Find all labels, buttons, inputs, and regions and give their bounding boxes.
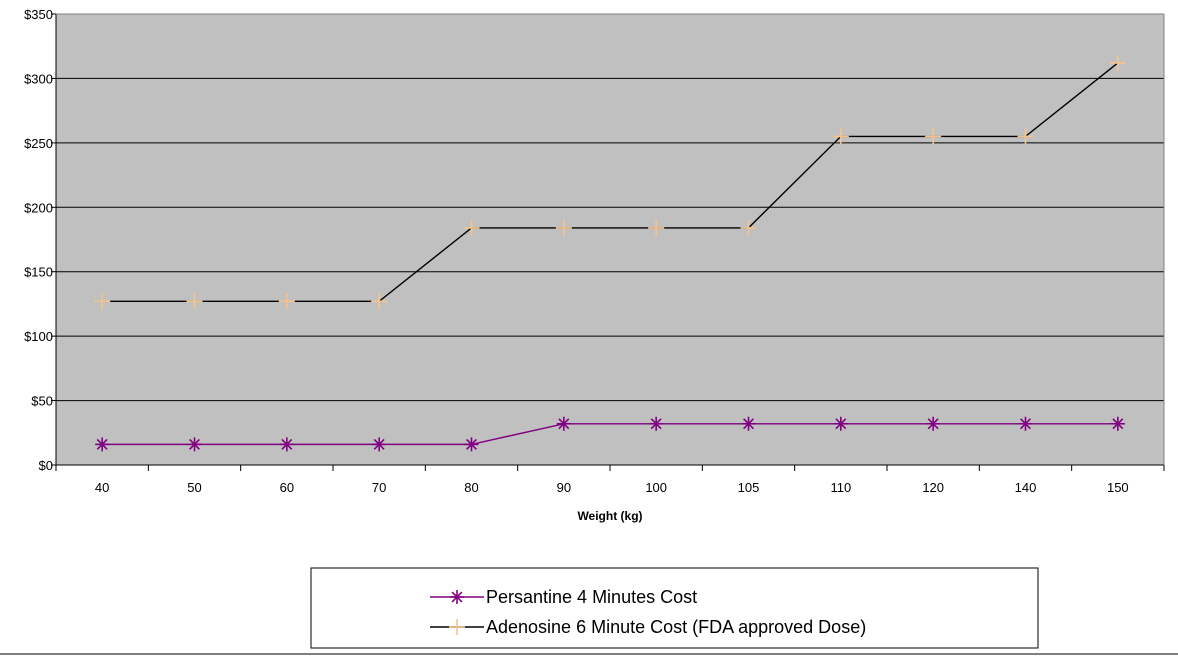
data-point bbox=[740, 219, 757, 236]
data-point bbox=[372, 437, 387, 452]
data-point bbox=[1109, 54, 1126, 71]
y-axis-ticks: $0 $50 $100 $150 $200 $250 $300 $350 bbox=[24, 7, 56, 473]
x-tick-label: 70 bbox=[372, 480, 386, 495]
series-group bbox=[94, 54, 1126, 452]
x-tick-label: 110 bbox=[830, 480, 851, 495]
x-tick-label: 120 bbox=[922, 480, 944, 495]
y-tick-label: $350 bbox=[24, 7, 53, 22]
x-tick-label: 105 bbox=[738, 480, 760, 495]
data-point bbox=[741, 416, 756, 431]
x-tick-label: 140 bbox=[1015, 480, 1037, 495]
y-tick-label: $100 bbox=[24, 329, 53, 344]
data-point bbox=[1110, 416, 1125, 431]
x-tick-label: 50 bbox=[187, 480, 201, 495]
asterisk-marker bbox=[450, 590, 464, 604]
data-point bbox=[278, 293, 295, 310]
x-tick-label: 90 bbox=[557, 480, 571, 495]
legend-label: Adenosine 6 Minute Cost (FDA approved Do… bbox=[486, 617, 866, 637]
data-point bbox=[925, 128, 942, 145]
data-point bbox=[279, 437, 294, 452]
x-tick-label: 60 bbox=[280, 480, 294, 495]
x-axis-title: Weight (kg) bbox=[577, 509, 642, 523]
data-point bbox=[464, 437, 479, 452]
legend-item-2: Adenosine 6 Minute Cost (FDA approved Do… bbox=[430, 617, 866, 637]
data-point bbox=[1018, 416, 1033, 431]
plus-marker bbox=[449, 619, 465, 635]
legend: Persantine 4 Minutes Cost Adenosine 6 Min… bbox=[310, 567, 1039, 649]
y-tick-label: $0 bbox=[39, 458, 53, 473]
data-point bbox=[832, 128, 849, 145]
data-point bbox=[463, 219, 480, 236]
x-tick-label: 80 bbox=[464, 480, 478, 495]
x-tick-label: 100 bbox=[645, 480, 667, 495]
series-2 bbox=[94, 54, 1126, 310]
data-point bbox=[555, 219, 572, 236]
y-tick-label: $300 bbox=[24, 71, 53, 86]
data-point bbox=[186, 293, 203, 310]
plot-area bbox=[56, 14, 1164, 465]
data-point bbox=[95, 437, 110, 452]
data-point bbox=[371, 293, 388, 310]
x-axis-ticks: 40 50 60 70 80 90 100 105 110 120 140 150 bbox=[55, 465, 1165, 495]
legend-label: Persantine 4 Minutes Cost bbox=[486, 587, 697, 607]
y-tick-label: $150 bbox=[24, 265, 53, 280]
legend-item-1: Persantine 4 Minutes Cost bbox=[430, 587, 697, 607]
legend-box bbox=[310, 567, 1039, 649]
data-point bbox=[556, 416, 571, 431]
data-point bbox=[94, 293, 111, 310]
data-point bbox=[648, 219, 665, 236]
data-point bbox=[926, 416, 941, 431]
series-1 bbox=[95, 416, 1125, 452]
y-tick-label: $250 bbox=[24, 136, 53, 151]
x-tick-label: 150 bbox=[1107, 480, 1129, 495]
data-point bbox=[649, 416, 664, 431]
series-line bbox=[102, 62, 1119, 303]
y-tick-label: $50 bbox=[31, 394, 53, 409]
x-tick-label: 40 bbox=[95, 480, 109, 495]
data-point bbox=[187, 437, 202, 452]
data-point bbox=[1017, 128, 1034, 145]
series-line bbox=[102, 423, 1118, 446]
data-point bbox=[833, 416, 848, 431]
y-tick-label: $200 bbox=[24, 200, 53, 215]
